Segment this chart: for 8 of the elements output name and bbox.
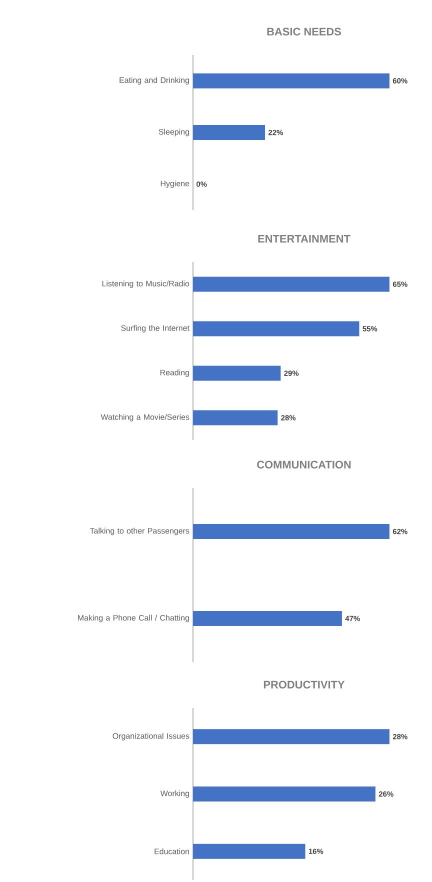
chart-title: ENTERTAINMENT xyxy=(258,234,350,242)
chart-title: BASIC NEEDS xyxy=(267,28,341,36)
bar xyxy=(193,276,390,292)
chart-title: PRODUCTIVITY xyxy=(264,680,345,689)
bar xyxy=(193,366,281,381)
bar xyxy=(193,410,278,426)
chart-title: COMMUNICATION xyxy=(257,460,351,468)
bar xyxy=(193,321,360,336)
